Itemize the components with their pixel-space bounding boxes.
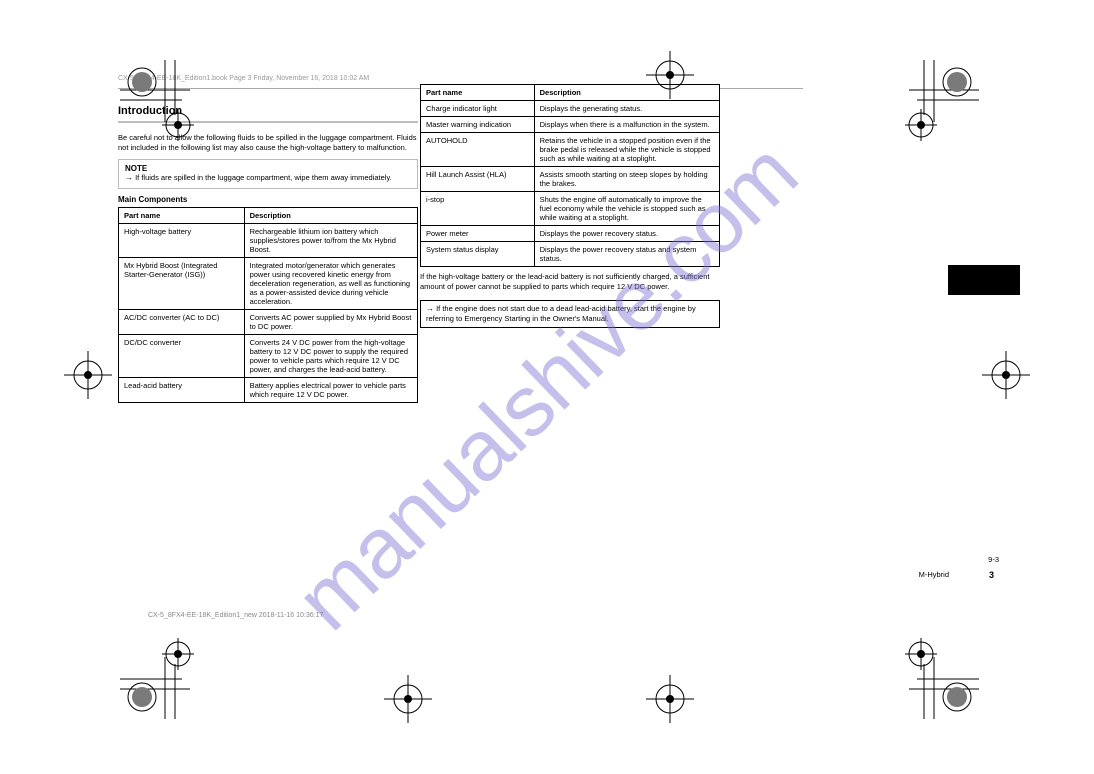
note-text: If fluids are spilled in the luggage com… bbox=[135, 173, 392, 182]
table-cell: Retains the vehicle in a stopped positio… bbox=[534, 133, 719, 167]
col-part: Part name bbox=[421, 85, 535, 101]
table-cell: AUTOHOLD bbox=[421, 133, 535, 167]
table-cell: Converts AC power supplied by Mx Hybrid … bbox=[244, 309, 417, 334]
table-cell: High-voltage battery bbox=[119, 223, 245, 257]
col-desc: Description bbox=[244, 207, 417, 223]
col-part: Part name bbox=[119, 207, 245, 223]
table-cell: Converts 24 V DC power from the high-vol… bbox=[244, 334, 417, 377]
emergency-box: → If the engine does not start due to a … bbox=[420, 300, 720, 328]
note-box: NOTE → If fluids are spilled in the lugg… bbox=[118, 159, 418, 188]
table-row: DC/DC converterConverts 24 V DC power fr… bbox=[119, 334, 418, 377]
table-cell: Lead-acid battery bbox=[119, 377, 245, 402]
table-header-row: Part name Description bbox=[119, 207, 418, 223]
table-row: Master warning indicationDisplays when t… bbox=[421, 117, 720, 133]
note-body: → If fluids are spilled in the luggage c… bbox=[125, 173, 411, 183]
crop-mark-bottom-left bbox=[120, 629, 210, 719]
table-cell: Rechargeable lithium ion battery which s… bbox=[244, 223, 417, 257]
table-row: High-voltage batteryRechargeable lithium… bbox=[119, 223, 418, 257]
crop-mark-mid-left bbox=[58, 345, 118, 405]
section-number: 9-3 bbox=[988, 555, 999, 564]
note-title: NOTE bbox=[125, 164, 411, 173]
header-row: CX-5_8FX4-EE-18K_Edition1.book Page 3 Fr… bbox=[118, 75, 803, 82]
table-cell: Hill Launch Assist (HLA) bbox=[421, 167, 535, 192]
table-cell: Battery applies electrical power to vehi… bbox=[244, 377, 417, 402]
table-cell: Power meter bbox=[421, 226, 535, 242]
table-row: i-stopShuts the engine off automatically… bbox=[421, 192, 720, 226]
table-cell: Shuts the engine off automatically to im… bbox=[534, 192, 719, 226]
table-cell: Displays when there is a malfunction in … bbox=[534, 117, 719, 133]
crop-mark-bottom-mid-1 bbox=[378, 669, 438, 729]
table-row: AC/DC converter (AC to DC)Converts AC po… bbox=[119, 309, 418, 334]
crop-mark-top-mid bbox=[640, 45, 700, 105]
table-row: Hill Launch Assist (HLA)Assists smooth s… bbox=[421, 167, 720, 192]
table-row: Mx Hybrid Boost (Integrated Starter-Gene… bbox=[119, 257, 418, 309]
crop-mark-mid-right bbox=[976, 345, 1036, 405]
table-cell: AC/DC converter (AC to DC) bbox=[119, 309, 245, 334]
table-cell: i-stop bbox=[421, 192, 535, 226]
subhead-main-components: Main Components bbox=[118, 195, 418, 204]
below-table-note: If the high-voltage battery or the lead-… bbox=[420, 272, 720, 292]
table-row: Power meterDisplays the power recovery s… bbox=[421, 226, 720, 242]
table-row: Lead-acid batteryBattery applies electri… bbox=[119, 377, 418, 402]
table-cell: Charge indicator light bbox=[421, 101, 535, 117]
crop-mark-top-left bbox=[120, 60, 210, 150]
table-row: System status displayDisplays the power … bbox=[421, 242, 720, 267]
table-row: AUTOHOLDRetains the vehicle in a stopped… bbox=[421, 133, 720, 167]
page-number: 3 bbox=[989, 570, 994, 580]
crop-mark-bottom-right bbox=[889, 629, 979, 719]
arrow-icon: → bbox=[125, 173, 133, 182]
right-column: Part name Description Charge indicator l… bbox=[420, 84, 720, 328]
crop-mark-bottom-mid-2 bbox=[640, 669, 700, 729]
file-footer: CX-5_8FX4-EE-18K_Edition1_new 2018-11-16… bbox=[148, 612, 323, 619]
table-cell: Mx Hybrid Boost (Integrated Starter-Gene… bbox=[119, 257, 245, 309]
components-table-left: Part name Description High-voltage batte… bbox=[118, 207, 418, 403]
table-cell: Displays the power recovery status. bbox=[534, 226, 719, 242]
table-cell: Displays the power recovery status and s… bbox=[534, 242, 719, 267]
emergency-text: If the engine does not start due to a de… bbox=[426, 304, 696, 323]
crop-mark-top-right bbox=[889, 60, 979, 150]
chapter-tab bbox=[948, 265, 1020, 295]
footer-desc: M-Hybrid bbox=[919, 570, 949, 579]
arrow-icon: → bbox=[426, 304, 434, 313]
components-table-right: Part name Description Charge indicator l… bbox=[420, 84, 720, 267]
table-cell: DC/DC converter bbox=[119, 334, 245, 377]
table-cell: Assists smooth starting on steep slopes … bbox=[534, 167, 719, 192]
table-cell: Master warning indication bbox=[421, 117, 535, 133]
table-cell: System status display bbox=[421, 242, 535, 267]
table-cell: Integrated motor/generator which generat… bbox=[244, 257, 417, 309]
